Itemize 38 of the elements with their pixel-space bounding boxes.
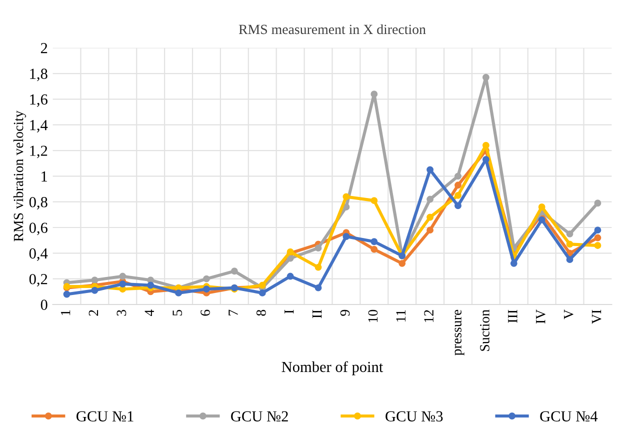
y-tick-label: 1,8	[30, 68, 48, 82]
y-tick-label: 1	[42, 171, 48, 182]
x-tick-label: 4	[144, 310, 154, 316]
y-tick-label: 0,4	[29, 248, 48, 261]
chart-title: RMS measurement in X direction	[238, 24, 426, 34]
x-tick-label: pressure	[454, 310, 464, 356]
x-axis-title: Nomber of point	[282, 361, 384, 376]
y-tick-label: 1,2	[30, 146, 48, 158]
x-tick-label: 5	[172, 310, 182, 316]
x-tick-label: 3	[116, 310, 126, 316]
legend-label: GCU №3	[386, 411, 443, 422]
x-tick-label: 1	[60, 310, 70, 316]
x-tick-label: VI	[592, 310, 602, 324]
x-tick-label: Suction	[480, 310, 490, 351]
x-tick-label: I	[284, 310, 294, 314]
x-tick-label: 2	[88, 310, 98, 316]
x-tick-label: 9	[340, 310, 350, 316]
legend-label: GCU №4	[540, 411, 598, 422]
x-tick-label: III	[508, 310, 518, 323]
y-tick-label: 1,6	[30, 94, 48, 107]
x-tick-label: 8	[256, 310, 266, 316]
legend-label: GCU №1	[76, 411, 134, 422]
legend-label: GCU №2	[231, 411, 288, 422]
x-tick-label: 12	[424, 310, 434, 322]
x-tick-label: 6	[200, 310, 210, 316]
x-tick-label: IV	[536, 310, 546, 324]
y-tick-label: 1,4	[30, 120, 48, 132]
y-axis-title: RMS vibration velocity	[13, 110, 26, 242]
x-tick-label: 10	[368, 310, 378, 322]
x-tick-label: 11	[396, 310, 406, 322]
x-tick-label: 7	[228, 310, 238, 316]
x-tick-label: II	[312, 310, 322, 318]
y-tick-label: 0,6	[29, 222, 48, 236]
x-tick-label: V	[564, 310, 574, 320]
y-tick-label: 0,8	[29, 196, 48, 210]
y-tick-label: 0	[40, 300, 48, 310]
y-tick-label: 0,2	[29, 274, 48, 286]
y-tick-label: 2	[40, 43, 48, 54]
